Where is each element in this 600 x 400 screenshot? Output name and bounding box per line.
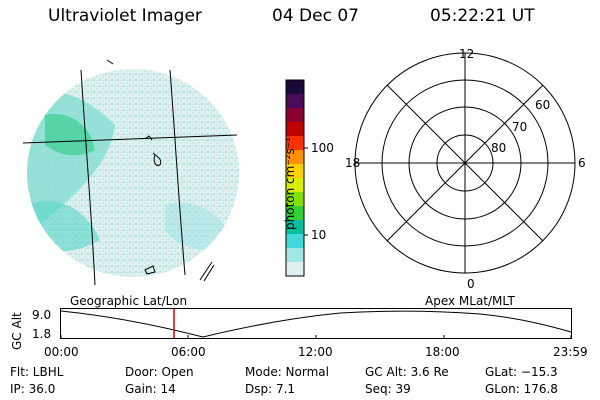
polar-label-18: 18 [345,156,361,170]
colorbar-tick-10: 10 [311,228,327,242]
image-date: 04 Dec 07 [272,6,359,26]
colorbar-tick-100: 100 [311,141,334,155]
colorbar-band [286,150,304,165]
colorbar-unit-label: photon cm⁻²s⁻¹ [283,137,297,230]
colorbar-band [286,206,304,221]
status-seq: Seq: 39 [365,382,411,396]
polar-label-6: 6 [578,156,586,170]
status-glat: GLat: −15.3 [485,365,558,379]
apex-label: Apex MLat/MLT [425,294,515,308]
polar-label-80: 80 [491,141,507,155]
status-door: Door: Open [125,365,194,379]
colorbar-band [286,80,304,95]
colorbar-band [286,136,304,151]
colorbar-band [286,248,304,263]
x-tick-0600: 06:00 [171,345,206,359]
colorbar-band [286,234,304,249]
uv-earth-image [22,59,239,286]
timeline-ylabel: GC Alt [10,312,24,350]
colorbar-band [286,108,304,123]
altitude-timeline [60,308,572,339]
colorbar-band [286,262,304,277]
y-tick-1-8: 1.8 [32,327,52,341]
x-tick-1200: 12:00 [298,345,333,359]
colorbar-band [286,192,304,207]
image-time: 05:22:21 UT [430,6,535,26]
polar-mlat-mlt-plot [354,52,576,274]
polar-label-70: 70 [512,120,528,134]
polar-label-12: 12 [459,47,475,61]
colorbar-band [286,178,304,193]
colorbar-band [286,220,304,235]
colorbar-band [286,94,304,109]
status-mode: Mode: Normal [245,365,329,379]
x-tick-1800: 18:00 [425,345,460,359]
polar-label-60: 60 [535,98,551,112]
status-glon: GLon: 176.8 [485,382,558,396]
status-dsp: Dsp: 7.1 [245,382,296,396]
lat-lon-grid [22,59,238,286]
status-ip: IP: 36.0 [10,382,56,396]
colorbar-band [286,122,304,137]
colorbar-band [286,164,304,179]
x-tick-2359: 23:59 [553,345,588,359]
polar-label-0: 0 [467,277,475,291]
intensity-colorbar [285,79,308,277]
status-gain: Gain: 14 [125,382,176,396]
geographic-label: Geographic Lat/Lon [70,294,188,308]
instrument-title: Ultraviolet Imager [48,6,202,26]
y-tick-9: 9.0 [32,308,52,322]
status-flt: Flt: LBHL [10,365,64,379]
status-gc-alt: GC Alt: 3.6 Re [365,365,449,379]
x-tick-0000: 00:00 [44,345,79,359]
